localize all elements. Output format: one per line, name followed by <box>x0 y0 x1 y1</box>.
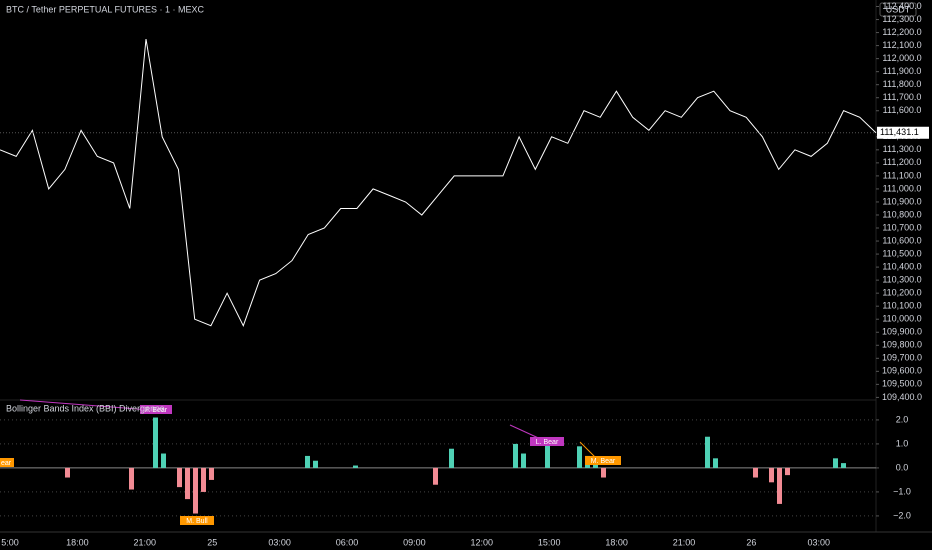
label-box <box>585 456 621 465</box>
y-tick-label: 110,600.0 <box>882 235 921 245</box>
y-tick-label: 111,800.0 <box>883 79 922 89</box>
y-tick-label: 109,700.0 <box>882 353 922 363</box>
histogram-bar <box>129 467 134 490</box>
histogram-bar <box>433 467 438 485</box>
label-box <box>530 437 564 446</box>
x-tick-label: 5:00 <box>1 537 19 547</box>
histogram-bar <box>305 455 310 468</box>
histogram-bar <box>313 460 318 468</box>
histogram-bar <box>577 446 582 468</box>
y-tick-label: −2.0 <box>893 510 911 520</box>
histogram-bar <box>65 467 70 478</box>
y-tick-label: 111,200.0 <box>883 157 922 167</box>
x-tick-label: 12:00 <box>471 537 494 547</box>
histogram-bar <box>521 453 526 468</box>
indicator-title: Bollinger Bands Index (BBI) Divergence <box>6 403 165 413</box>
y-tick-label: 110,000.0 <box>882 314 921 324</box>
histogram-bar <box>193 467 198 514</box>
annotation: M. Bull <box>186 518 208 525</box>
y-tick-label: 110,500.0 <box>882 248 921 258</box>
x-tick-label: 18:00 <box>605 537 628 547</box>
y-tick-label: 111,300.0 <box>883 144 922 154</box>
histogram-bar <box>161 453 166 468</box>
last-price-box <box>877 126 929 139</box>
currency-box <box>879 2 917 17</box>
y-tick-label: 110,800.0 <box>882 209 921 219</box>
divergence-line <box>19 399 151 411</box>
y-tick-label: 111,000.0 <box>883 183 922 193</box>
histogram-bar <box>753 467 758 478</box>
y-tick-label: 110,300.0 <box>882 275 921 285</box>
x-tick-label: 03:00 <box>268 537 291 547</box>
y-tick-label: 1.0 <box>896 438 909 448</box>
histogram-bar <box>209 467 214 480</box>
y-tick-label: 109,800.0 <box>882 340 922 350</box>
annotation: ear <box>1 460 12 467</box>
y-tick-label: 111,100.0 <box>883 170 922 180</box>
histogram-bar <box>449 448 454 468</box>
histogram-bar <box>785 467 790 476</box>
label-box <box>180 516 214 525</box>
y-tick-label: 109,900.0 <box>882 327 922 337</box>
y-tick-label: 110,400.0 <box>882 261 921 271</box>
y-tick-label: 109,500.0 <box>882 379 922 389</box>
x-tick-label: 26 <box>746 537 756 547</box>
plot <box>0 39 877 517</box>
chart-title: BTC / Tether PERPETUAL FUTURES · 1 · MEX… <box>6 4 205 14</box>
y-tick-label: 110,900.0 <box>882 196 921 206</box>
x-tick-label: 21:00 <box>673 537 696 547</box>
y-tick-label: 110,200.0 <box>882 288 921 298</box>
y-tick-label: 112,400.0 <box>882 1 921 11</box>
histogram-bar <box>201 467 206 492</box>
histogram-bar <box>769 467 774 483</box>
y-tick-label: 110,700.0 <box>882 222 921 232</box>
y-tick-label: 112,000.0 <box>882 53 921 63</box>
histogram-bar <box>713 458 718 468</box>
y-tick-label: 111,900.0 <box>883 66 922 76</box>
x-tick-label: 18:00 <box>66 537 89 547</box>
x-tick-label: 21:00 <box>134 537 157 547</box>
label-box <box>140 405 172 414</box>
y-tick-label: 109,600.0 <box>882 366 922 376</box>
y-tick-label: 110,100.0 <box>882 301 921 311</box>
currency: USDT <box>886 4 911 14</box>
price-line <box>0 39 877 327</box>
y-tick-label: 2.0 <box>896 414 909 424</box>
label-box <box>0 458 14 467</box>
y-tick-label: 112,100.0 <box>882 40 921 50</box>
histogram-bar <box>601 467 606 478</box>
annotation: L. Bear <box>536 439 559 446</box>
annotation: F. Bear <box>145 407 168 414</box>
histogram-bar <box>185 467 190 500</box>
y-tick-label: 111,700.0 <box>883 92 922 102</box>
histogram-bar <box>177 467 182 488</box>
histogram-bar <box>545 443 550 468</box>
histogram-bar <box>841 463 846 468</box>
histogram-bar <box>353 465 358 468</box>
annotation: M. Bear <box>591 458 616 465</box>
x-tick-label: 03:00 <box>808 537 831 547</box>
x-tick-label: 25 <box>207 537 217 547</box>
y-tick-label: 109,400.0 <box>882 392 922 402</box>
x-tick-label: 09:00 <box>403 537 426 547</box>
histogram-bar <box>705 436 710 468</box>
y-tick-label: 0.0 <box>896 462 909 472</box>
histogram-bar <box>777 467 782 504</box>
histogram-bar <box>833 458 838 468</box>
last-price-label: 111,431.1 <box>880 127 919 137</box>
x-tick-label: 06:00 <box>336 537 359 547</box>
y-tick-label: 112,300.0 <box>882 14 921 24</box>
y-tick-label: 112,200.0 <box>882 27 921 37</box>
histogram-bar <box>153 417 158 468</box>
histogram-bar <box>513 443 518 468</box>
y-tick-label: −1.0 <box>893 486 911 496</box>
y-tick-label: 111,600.0 <box>883 105 922 115</box>
x-tick-label: 15:00 <box>538 537 561 547</box>
